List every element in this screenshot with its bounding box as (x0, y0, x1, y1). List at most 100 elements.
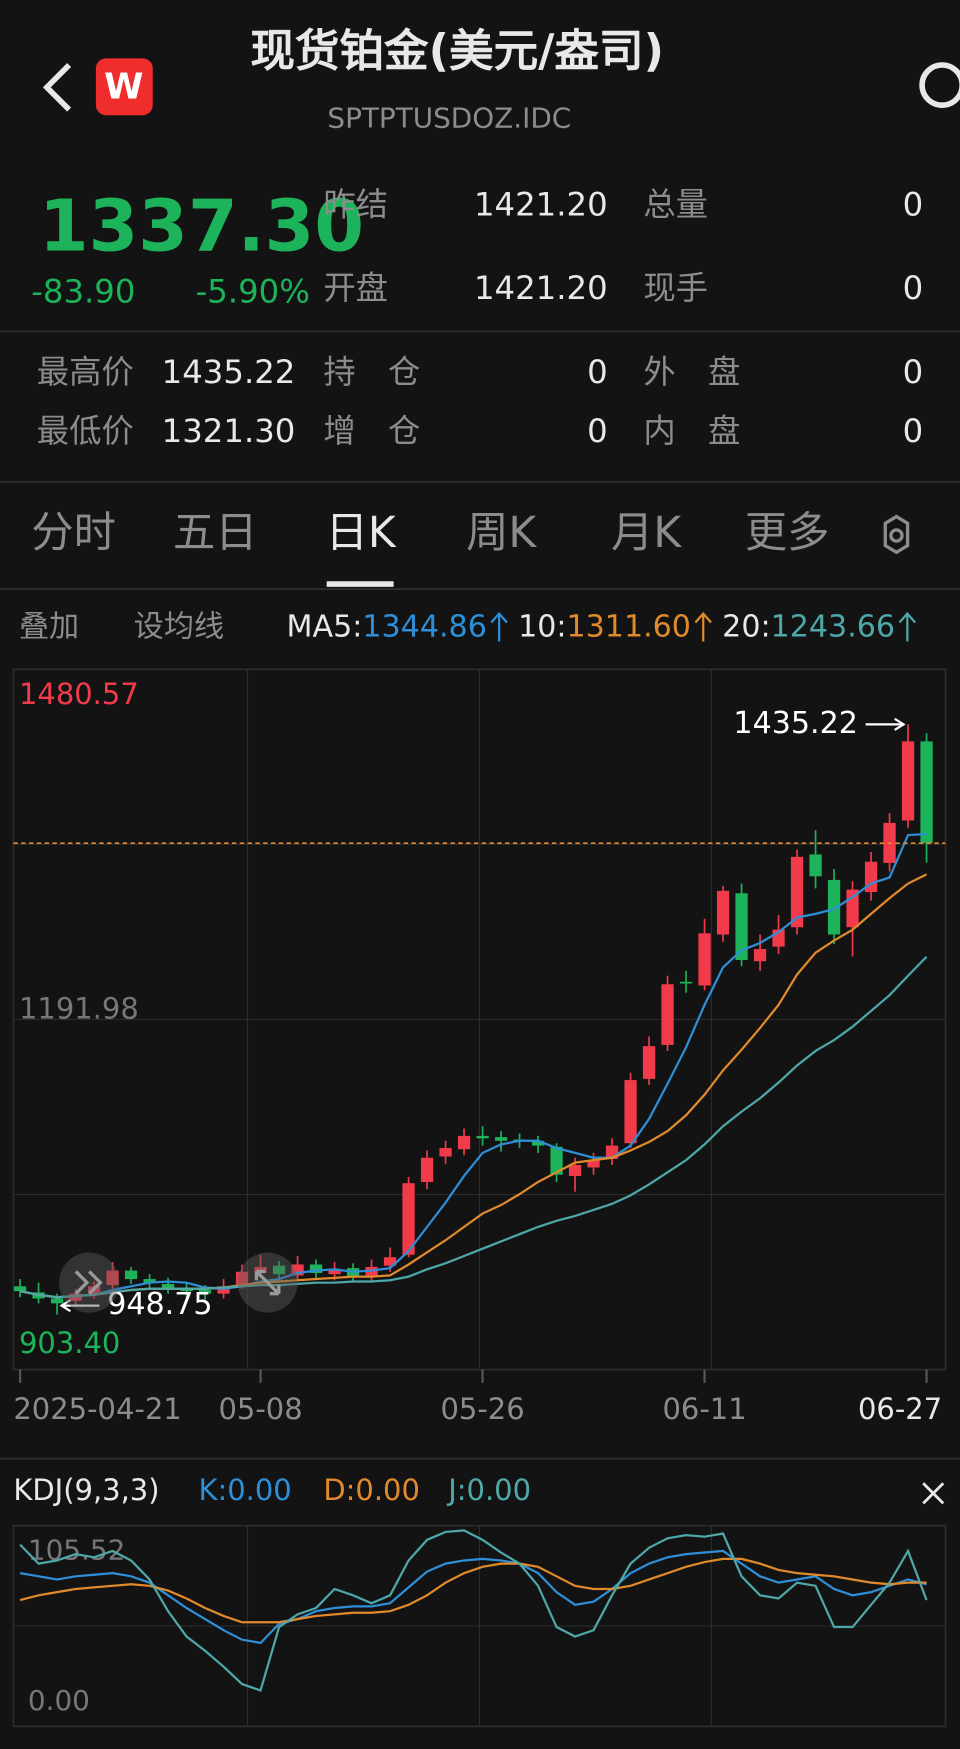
logo-letter: W (104, 66, 143, 107)
subtitle: SPTPTUSDOZ.IDC (327, 102, 571, 135)
legend-value: 0.00 (467, 1473, 532, 1507)
candle-body (291, 1264, 304, 1276)
tab[interactable]: 更多 (745, 508, 830, 557)
candle-body (383, 1257, 397, 1266)
close-button[interactable] (922, 1482, 945, 1505)
stat-label: 现手 (643, 269, 708, 307)
stat-value: 1421.20 (474, 186, 608, 224)
kdj-line (19, 1529, 928, 1692)
settings-button[interactable] (883, 514, 910, 555)
tabs: 分时 五日 日K 周K 月K 更多 (31, 508, 829, 557)
x-tick-label: 2025-04-21 (13, 1392, 181, 1426)
toolbar-button[interactable]: 叠加 (19, 610, 79, 645)
ma-trend-arrow (898, 611, 916, 642)
stat-value: 1435.22 (162, 353, 296, 391)
stat-value: 1321.30 (162, 412, 296, 450)
candle-chart: 1480.57 1191.98 903.40 2025-04-21 05-08 05-26… (13, 668, 946, 1426)
candle-body (272, 1265, 286, 1275)
tab[interactable]: 周K (466, 508, 537, 557)
candle-body (143, 1279, 156, 1283)
x-tick-label: 05-08 (218, 1392, 302, 1426)
candle-body (550, 1146, 563, 1175)
high-arrow (865, 717, 906, 731)
back-button[interactable] (42, 63, 72, 112)
ma-legend: MA5: 1344.86 10: 1311.60 20: 1243.66 (287, 610, 916, 645)
candle-body (753, 949, 767, 962)
tab[interactable]: 五日 (173, 508, 258, 557)
low-arrow (59, 1299, 100, 1313)
legend-value: 0.00 (355, 1473, 420, 1507)
legend-name: K: (198, 1473, 227, 1507)
ma-legend-name: MA5: (287, 610, 363, 645)
candle-body (531, 1140, 545, 1146)
ma-line (19, 832, 927, 1299)
kdj-line (19, 1557, 927, 1624)
x-tick-label: 05-26 (440, 1392, 524, 1426)
y-tick-label: 0.00 (28, 1684, 90, 1717)
x-tick-label: 06-27 (858, 1392, 942, 1426)
candle-body (809, 854, 822, 877)
expand-icon (254, 1269, 281, 1296)
stat-value: 0 (903, 186, 924, 224)
ma-legend-value: 1243.66 (771, 610, 895, 645)
y-tick-label: 105.52 (28, 1533, 125, 1566)
candle-body (457, 1135, 471, 1150)
candle-body (217, 1286, 230, 1294)
y-tick-label: 1480.57 (19, 677, 139, 711)
candle-body (328, 1269, 341, 1275)
stat-value: 0 (903, 412, 924, 450)
candle-body (790, 856, 804, 928)
kdj-title: KDJ(9,3,3) (13, 1473, 159, 1507)
legend-name: D: (323, 1473, 355, 1507)
candle-body (679, 981, 693, 984)
low-label: 948.75 (107, 1287, 212, 1322)
candle-body (13, 1286, 27, 1292)
stat-label: 总量 (643, 186, 708, 224)
stat-label: 最高价 (37, 353, 134, 391)
candle-body (124, 1270, 138, 1280)
candle-body (161, 1283, 175, 1289)
candle-body (624, 1080, 637, 1144)
candle-body (735, 893, 748, 960)
candle-body (716, 890, 730, 935)
candle-body (309, 1264, 323, 1273)
candle-body (235, 1271, 249, 1286)
stats: 昨结 1421.20 总量 0 开盘 1421.20 现手 0 最高价 1435… (0, 186, 960, 450)
toolbar-button[interactable]: 设均线 (134, 610, 224, 645)
tab[interactable]: 月K (611, 508, 682, 557)
legend-value: 0.00 (227, 1473, 292, 1507)
change: -83.90 (31, 273, 135, 311)
candle-body (642, 1046, 656, 1079)
ma-legend-name: 10: (518, 610, 566, 645)
stat-label: 持 仓 (323, 353, 420, 391)
candle-body (901, 741, 915, 821)
candle-body (50, 1298, 64, 1304)
ma-legend-value: 1311.60 (567, 610, 691, 645)
candle-body (439, 1148, 452, 1157)
candle-body (420, 1157, 434, 1182)
candle-body (198, 1289, 212, 1294)
ma-trend-arrow (694, 611, 712, 642)
candle-body (568, 1165, 582, 1176)
stat-value: 0 (587, 353, 608, 391)
high-label: 1435.22 (733, 706, 857, 741)
search-button[interactable] (919, 62, 960, 108)
candle-body (494, 1137, 508, 1141)
stat-value: 0 (587, 412, 608, 450)
tab-active[interactable]: 日K (326, 508, 397, 557)
stat-label: 昨结 (323, 186, 388, 224)
ma-legend-value: 1344.86 (362, 610, 486, 645)
tab-underline (326, 581, 394, 587)
title: 现货铂金(美元/盎司) (250, 25, 664, 77)
stat-value: 1421.20 (474, 269, 608, 307)
y-tick-label: 903.40 (19, 1326, 120, 1360)
candle-body (402, 1183, 415, 1255)
candle-body (698, 933, 711, 986)
candle-body (827, 879, 841, 935)
ma-legend-name: 20: (722, 610, 770, 645)
stat-label: 最低价 (37, 412, 134, 450)
tab[interactable]: 分时 (31, 508, 116, 557)
stat-value: 0 (903, 269, 924, 307)
